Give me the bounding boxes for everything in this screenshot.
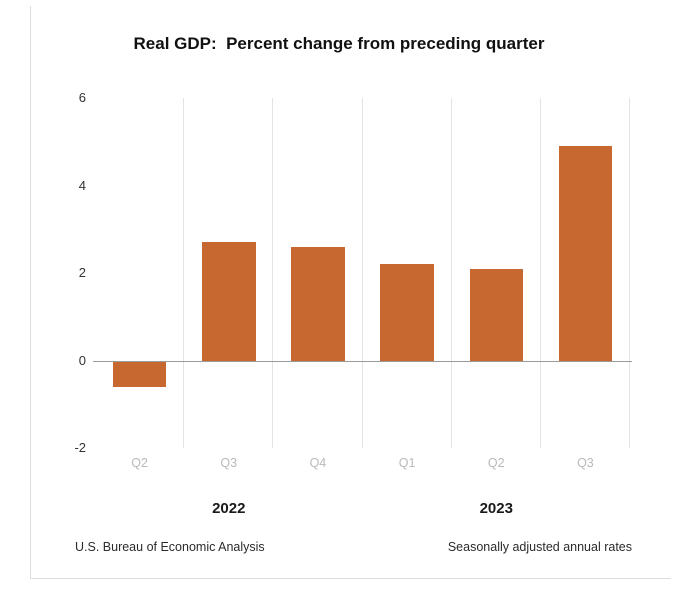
x-tick-label: Q4 — [309, 456, 327, 470]
bar-q3-1 — [202, 242, 256, 361]
x-tick-label: Q2 — [487, 456, 505, 470]
x-tick-label: Q3 — [220, 456, 238, 470]
vertical-gridline — [629, 98, 630, 448]
source-note: U.S. Bureau of Economic Analysis — [75, 540, 265, 554]
x-tick-label: Q2 — [131, 456, 148, 470]
x-tick-label: Q3 — [577, 456, 594, 470]
y-tick-label: 0 — [78, 352, 86, 368]
bar-q1-3 — [380, 264, 434, 361]
y-tick-label: 6 — [78, 90, 86, 105]
bar-q3-5 — [558, 146, 613, 361]
vertical-gridline — [361, 98, 363, 448]
vertical-gridline — [272, 98, 274, 448]
bar-q4-2 — [291, 246, 345, 361]
y-tick-label: 2 — [78, 265, 86, 280]
year-label-2022: 2022 — [212, 500, 246, 517]
chart-footer: U.S. Bureau of Economic Analysis Seasona… — [75, 540, 632, 554]
vertical-gridline — [183, 98, 185, 448]
adjustment-note: Seasonally adjusted annual rates — [447, 540, 632, 554]
x-axis-labels: Q2 Q3 Q4 Q1 Q2 Q3 — [95, 456, 630, 472]
vertical-gridline — [450, 98, 452, 448]
y-tick-label: -2 — [74, 440, 86, 455]
frame-left-border — [30, 6, 31, 578]
frame-bottom-border — [30, 578, 671, 579]
bar-q2-4 — [469, 268, 523, 361]
y-tick-label: 4 — [78, 177, 86, 193]
x-tick-label: Q1 — [398, 456, 416, 470]
zero-baseline — [93, 360, 632, 362]
bar-q2-0 — [112, 360, 167, 387]
year-group-labels: 2022 2023 — [95, 500, 630, 518]
y-axis: 6 4 2 0 -2 — [38, 90, 86, 455]
year-label-2023: 2023 — [479, 500, 513, 517]
bar-plot-area — [93, 98, 632, 448]
vertical-gridline — [539, 98, 541, 448]
chart-title: Real GDP: Percent change from preceding … — [133, 34, 545, 53]
